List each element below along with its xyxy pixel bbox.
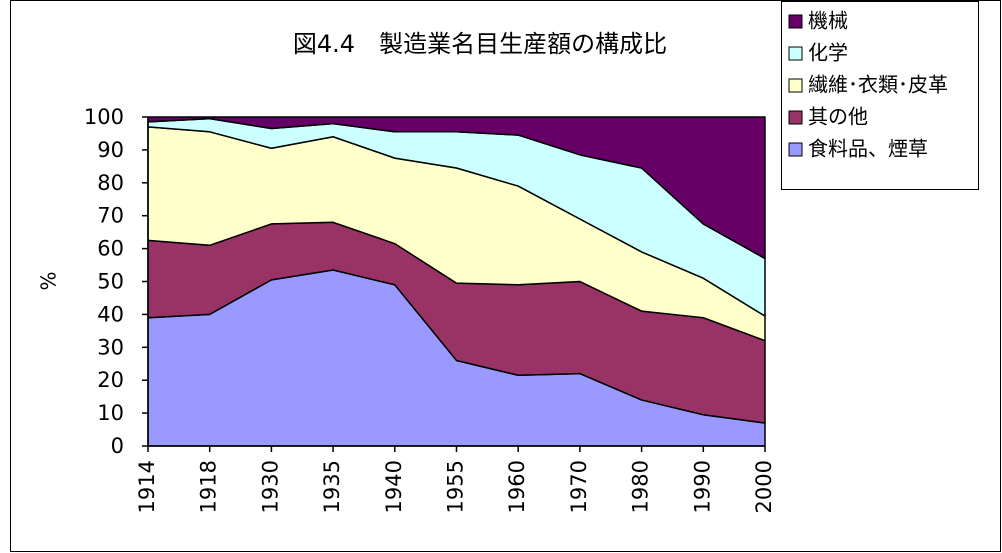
- x-tick-label: 2000: [752, 460, 776, 513]
- legend-label: 機械: [808, 9, 848, 33]
- x-tick-label: 1918: [197, 460, 221, 513]
- x-tick-label: 1940: [382, 460, 406, 513]
- x-tick-label: 1955: [444, 460, 468, 513]
- chart-title: 図4.4 製造業名目生産額の構成比: [293, 30, 667, 58]
- y-tick-label: 10: [97, 401, 124, 425]
- legend-label: 其の他: [808, 105, 868, 129]
- x-tick-label: 1935: [320, 460, 344, 513]
- legend-swatch: [788, 46, 803, 61]
- legend-swatch: [788, 78, 803, 93]
- y-axis-label: %: [37, 271, 61, 290]
- x-tick-label: 1930: [258, 460, 282, 513]
- y-tick-label: 30: [97, 335, 124, 359]
- y-tick-label: 80: [97, 171, 124, 195]
- legend-swatch: [788, 14, 803, 29]
- y-tick-label: 0: [111, 434, 124, 458]
- legend-label: 繊維･衣類･皮革: [808, 73, 948, 97]
- y-tick-label: 50: [97, 270, 124, 294]
- x-tick-label: 1990: [690, 460, 714, 513]
- chart-frame: [10, 0, 1001, 552]
- x-tick-label: 1914: [135, 460, 159, 513]
- x-tick-label: 1960: [505, 460, 529, 513]
- legend-swatch: [788, 110, 803, 125]
- y-tick-label: 90: [97, 138, 124, 162]
- y-tick-label: 100: [84, 105, 124, 129]
- legend-swatch: [788, 142, 803, 157]
- x-tick-label: 1970: [567, 460, 591, 513]
- y-tick-label: 40: [97, 302, 124, 326]
- y-tick-label: 70: [97, 204, 124, 228]
- legend-frame: [781, 1, 979, 190]
- x-tick-label: 1980: [629, 460, 653, 513]
- area: [147, 116, 766, 260]
- legend-label: 食料品、煙草: [808, 137, 928, 161]
- legend-label: 化学: [808, 41, 848, 65]
- y-tick-label: 20: [97, 368, 124, 392]
- y-tick-label: 60: [97, 237, 124, 261]
